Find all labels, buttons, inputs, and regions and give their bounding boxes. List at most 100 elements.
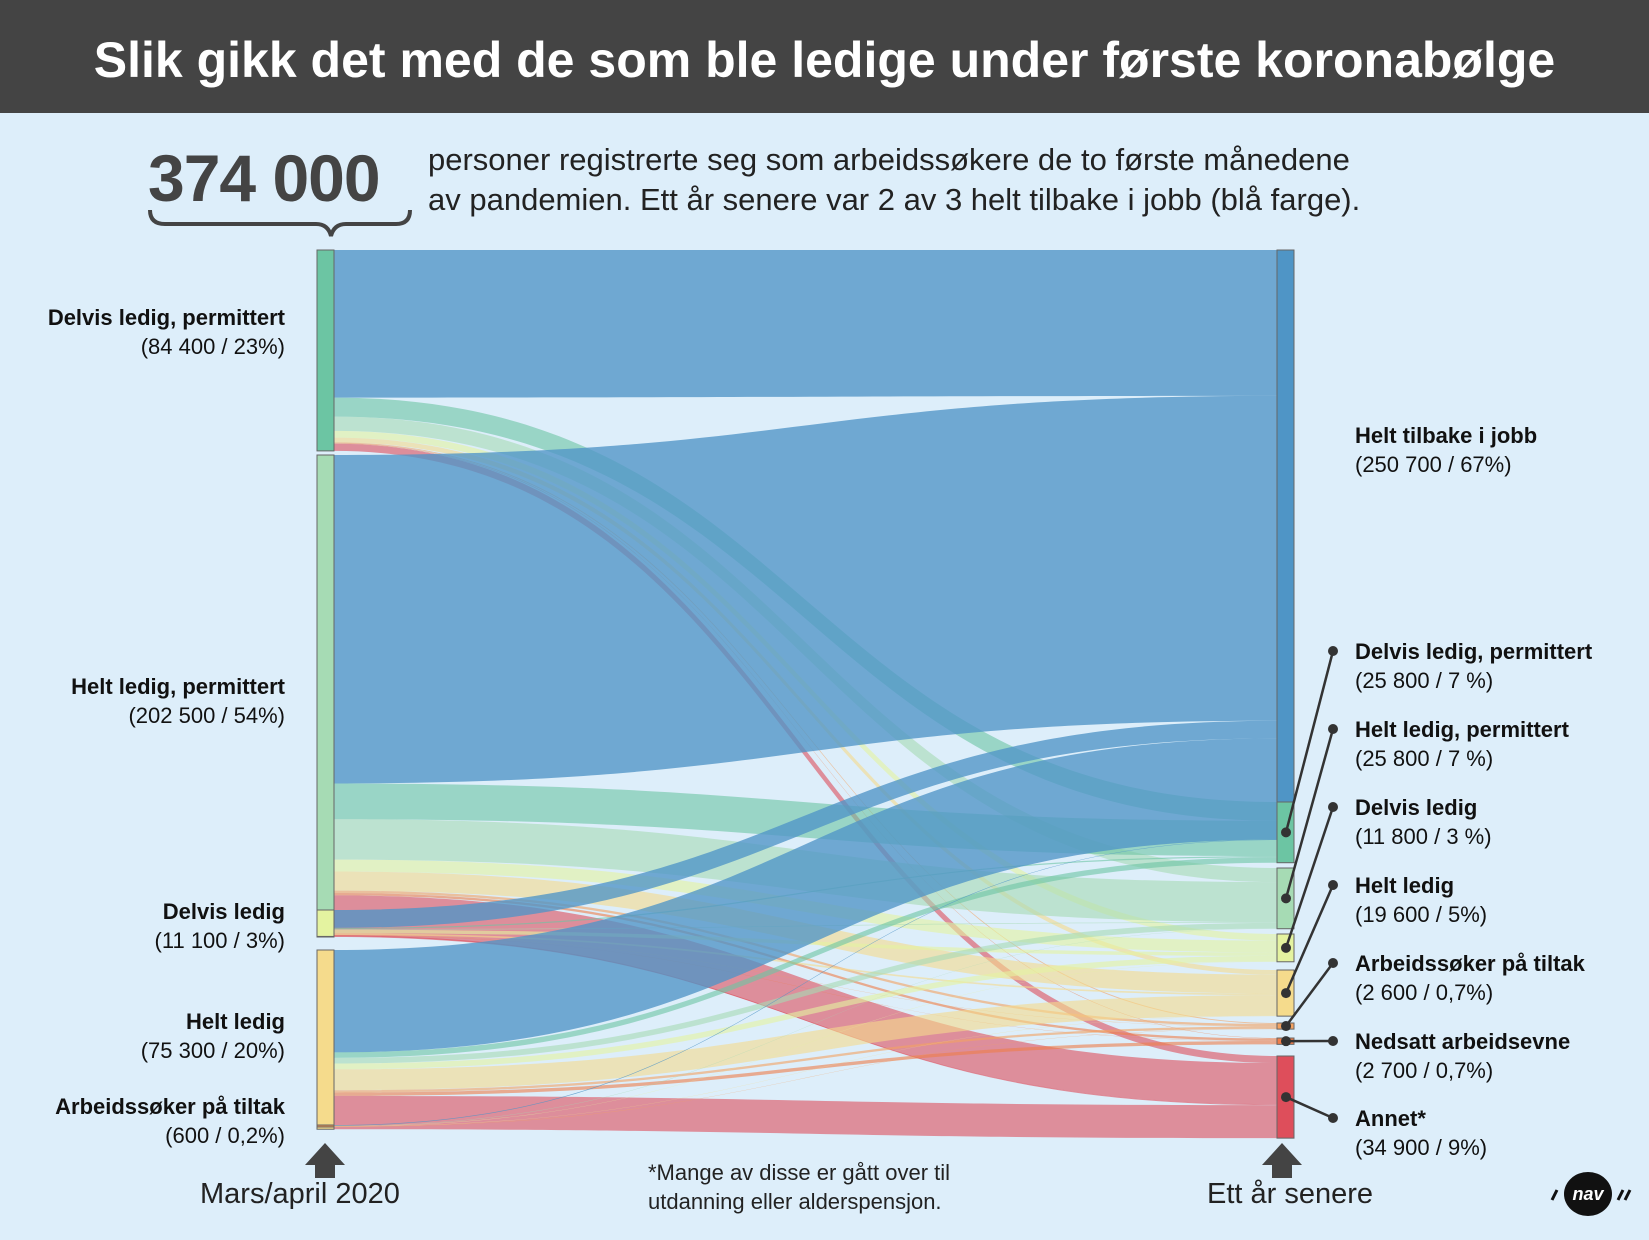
target-label-name: Helt ledig [1355, 873, 1455, 898]
source-label: Helt ledig (75 300 / 20%) [141, 1007, 285, 1065]
sankey-link [334, 1028, 1277, 1127]
sankey-link [334, 928, 1277, 1126]
sankey-link [334, 935, 1277, 1106]
target-label-name: Delvis ledig [1355, 795, 1478, 820]
label-leaders [1281, 646, 1338, 1123]
target-label: Helt tilbake i jobb (250 700 / 67%) [1355, 421, 1537, 479]
leader-dot [1328, 646, 1338, 656]
leader-dot [1281, 988, 1291, 999]
source-node [316, 949, 335, 1130]
sankey-link [334, 250, 1277, 398]
source-label: Delvis ledig, permittert (84 400 / 23%) [48, 303, 285, 361]
target-label-value: (2 700 / 0,7%) [1355, 1058, 1494, 1083]
sankey-link [334, 395, 1277, 784]
number-brace [148, 209, 412, 237]
source-label-name: Helt ledig, permittert [71, 674, 285, 699]
leader-dot [1328, 724, 1338, 734]
sankey-link [334, 933, 1277, 996]
footnote-line-2: utdanning eller alderspensjon. [648, 1189, 942, 1214]
target-label-name: Annet* [1355, 1106, 1426, 1131]
target-label-value: (2 600 / 0,7%) [1355, 980, 1494, 1005]
leader-dot [1281, 827, 1291, 838]
target-label: Annet* (34 900 / 9%) [1355, 1104, 1487, 1162]
source-label-value: (600 / 0,2%) [165, 1123, 285, 1148]
source-label-name: Helt ledig [185, 1009, 285, 1034]
source-label-name: Arbeidssøker på tiltak [55, 1094, 285, 1119]
sankey-link [334, 720, 1277, 928]
sankey-link [334, 1095, 1277, 1139]
source-label-value: (75 300 / 20%) [140, 1038, 285, 1063]
source-node [316, 249, 335, 452]
leader-dot [1328, 802, 1338, 812]
source-label: Delvis ledig (11 100 / 3%) [155, 897, 285, 955]
source-label-name: Delvis ledig [162, 899, 285, 924]
nav-logo-text: nav [1572, 1184, 1604, 1204]
right-axis-arrow [1262, 1143, 1302, 1178]
leader-dot [1328, 1036, 1338, 1046]
sankey-link [334, 1026, 1277, 1093]
leader-dot [1328, 958, 1338, 968]
intro-line-2: av pandemien. Ett år senere var 2 av 3 h… [428, 182, 1361, 217]
sankey-link [334, 961, 1277, 1127]
leader-dot [1281, 942, 1291, 953]
sankey-link [334, 892, 1277, 1041]
sankey-link [334, 935, 1277, 1042]
sankey-links [334, 250, 1277, 1139]
target-node [1276, 249, 1295, 841]
left-axis-arrow [305, 1143, 345, 1178]
target-label: Nedsatt arbeidsevne (2 700 / 0,7%) [1355, 1027, 1570, 1085]
target-label: Helt ledig, permittert (25 800 / 7 %) [1355, 715, 1569, 773]
title-bar [0, 0, 1649, 113]
leader-dot [1328, 1113, 1338, 1123]
source-label-value: (202 500 / 54%) [128, 703, 285, 728]
sankey-link [334, 839, 1277, 1126]
target-label-name: Arbeidssøker på tiltak [1355, 951, 1585, 976]
sankey-link [334, 857, 1277, 1058]
leader-line [1284, 962, 1335, 1027]
leader-dot [1281, 1092, 1291, 1103]
nav-logo: nav [1550, 1172, 1632, 1216]
target-label-name: Nedsatt arbeidsevne [1355, 1029, 1571, 1054]
source-node [316, 1124, 335, 1128]
target-label: Helt ledig (19 600 / 5%) [1355, 871, 1487, 929]
sankey-link [334, 443, 1277, 1064]
source-node [316, 909, 335, 937]
sankey-link [334, 955, 1277, 1070]
total-number: 374 000 [148, 141, 381, 215]
sankey-nodes [316, 249, 1295, 1139]
target-label-name: Helt tilbake i jobb [1355, 423, 1538, 448]
footnote: *Mange av disse er gått over til utdanni… [648, 1158, 1048, 1216]
leader-dot [1281, 1021, 1291, 1032]
footnote-line-1: *Mange av disse er gått over til [648, 1160, 951, 1185]
leader-line [1284, 728, 1335, 899]
target-label-value: (11 800 / 3 %) [1355, 824, 1492, 849]
sankey-link [334, 738, 1277, 1053]
source-label-name: Delvis ledig, permittert [47, 305, 285, 330]
target-label: Arbeidssøker på tiltak (2 600 / 0,7%) [1355, 949, 1585, 1007]
page-title: Slik gikk det med de som ble ledige unde… [93, 32, 1556, 88]
leader-dot [1281, 1036, 1291, 1047]
sankey-link [334, 922, 1277, 1064]
source-label-value: (11 100 / 3%) [154, 928, 285, 953]
target-label: Delvis ledig, permittert (25 800 / 7 %) [1355, 637, 1592, 695]
source-label-value: (84 400 / 23%) [140, 334, 285, 359]
sankey-link [334, 995, 1277, 1091]
sankey-link [334, 1015, 1277, 1127]
target-label-name: Helt ledig, permittert [1355, 717, 1569, 742]
axis-right-label: Ett år senere [1207, 1178, 1374, 1210]
leader-line [1284, 806, 1335, 949]
target-label-value: (34 900 / 9%) [1355, 1135, 1488, 1160]
target-label-value: (25 800 / 7 %) [1355, 668, 1494, 693]
leader-dot [1328, 880, 1338, 890]
target-label-name: Delvis ledig, permittert [1355, 639, 1593, 664]
target-label-value: (250 700 / 67%) [1355, 452, 1512, 477]
sankey-link [334, 1041, 1277, 1096]
leader-dot [1281, 893, 1291, 904]
target-label-value: (19 600 / 5%) [1355, 902, 1488, 927]
axis-left-label: Mars/april 2020 [200, 1178, 400, 1210]
leader-line [1284, 650, 1335, 833]
target-label: Delvis ledig (11 800 / 3 %) [1355, 793, 1492, 851]
source-label: Helt ledig, permittert (202 500 / 54%) [71, 672, 285, 730]
target-label-value: (25 800 / 7 %) [1355, 746, 1494, 771]
